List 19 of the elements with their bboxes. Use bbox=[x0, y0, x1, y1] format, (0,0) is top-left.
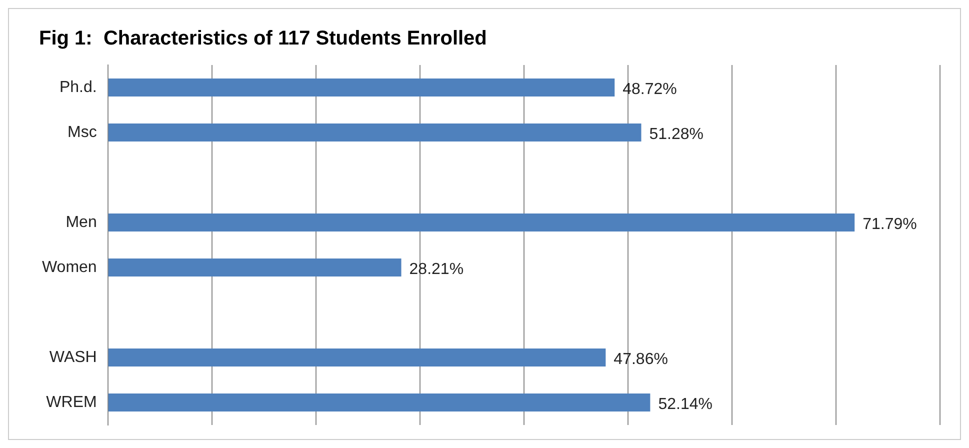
data-label: 28.21% bbox=[409, 260, 464, 278]
chart-title: Fig 1: Characteristics of 117 Students Enrolled bbox=[39, 28, 487, 50]
y-tick-label: Men bbox=[66, 214, 97, 231]
bar bbox=[108, 214, 855, 232]
y-tick-label: Msc bbox=[68, 124, 97, 141]
y-tick-label: WREM bbox=[46, 394, 97, 411]
y-tick-label: Women bbox=[42, 258, 97, 276]
data-label: 51.28% bbox=[649, 126, 704, 143]
y-tick-label: WASH bbox=[49, 348, 97, 366]
bar bbox=[108, 348, 606, 366]
data-label: 71.79% bbox=[862, 216, 917, 233]
bar bbox=[108, 394, 650, 412]
data-label: 47.86% bbox=[614, 350, 668, 368]
data-label: 48.72% bbox=[622, 80, 677, 98]
bar bbox=[108, 124, 642, 142]
bar bbox=[108, 258, 402, 276]
y-tick-label: Ph.d. bbox=[59, 78, 97, 96]
data-label: 52.14% bbox=[658, 396, 712, 413]
bar bbox=[108, 78, 615, 96]
